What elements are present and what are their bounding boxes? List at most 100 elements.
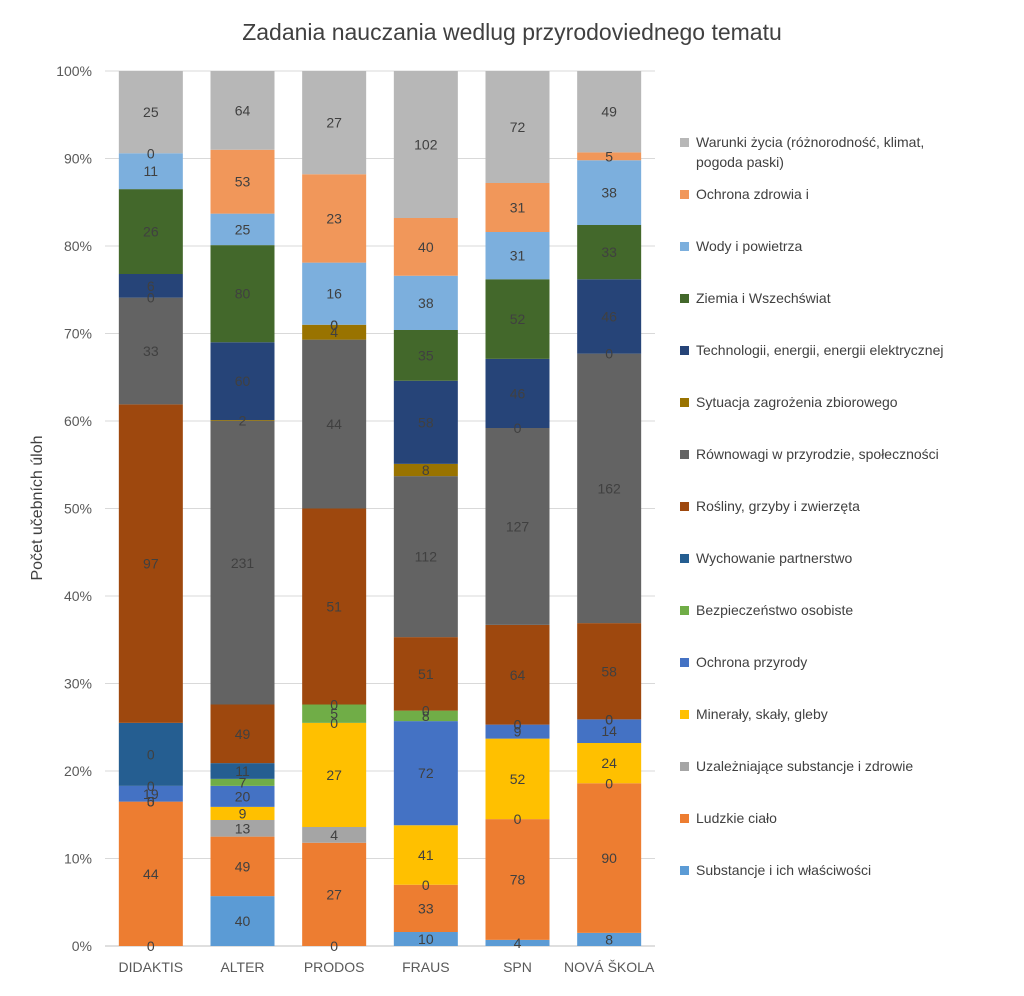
data-label: 23 xyxy=(326,210,342,226)
data-label: 24 xyxy=(601,755,617,771)
legend-label: Ludzkie ciało xyxy=(696,810,777,826)
bar-segment xyxy=(118,297,183,405)
data-label: 11 xyxy=(235,763,250,779)
bar-segment xyxy=(118,801,183,946)
bar-segment xyxy=(118,189,183,274)
bar-segment xyxy=(302,71,367,175)
gridlines xyxy=(105,70,655,947)
bar-segment xyxy=(210,342,275,421)
data-label: 102 xyxy=(414,137,438,153)
data-label: 27 xyxy=(326,767,342,783)
data-label: 44 xyxy=(326,416,342,432)
bar-segment xyxy=(393,476,458,638)
bar-segment xyxy=(302,262,367,325)
data-label: 4 xyxy=(514,935,522,951)
bar-segment xyxy=(118,785,183,802)
bar-segment xyxy=(485,819,550,940)
y-tick-label: 30% xyxy=(64,676,92,692)
bar-segment xyxy=(210,836,275,897)
data-label: 0 xyxy=(147,794,155,810)
data-label: 58 xyxy=(601,663,617,679)
legend-label: Bezpieczeństwo osobiste xyxy=(696,602,853,618)
data-label: 0 xyxy=(330,715,338,731)
y-tick-label: 80% xyxy=(64,238,92,254)
bar-segment xyxy=(577,225,642,280)
data-label: 33 xyxy=(418,900,434,916)
data-label: 27 xyxy=(326,115,342,131)
bar-segment xyxy=(577,152,642,161)
bar-segment xyxy=(118,404,183,723)
data-label: 27 xyxy=(326,886,342,902)
data-labels: 0440519009733062611025404913920711492312… xyxy=(143,102,621,954)
legend-label: Ochrona przyrody xyxy=(696,654,807,670)
chart-title: Zadania nauczania wedlug przyrodoviedneg… xyxy=(242,19,782,45)
data-label: 2 xyxy=(239,413,247,429)
bars xyxy=(118,71,642,946)
y-tick-label: 50% xyxy=(64,501,92,517)
data-label: 46 xyxy=(510,385,526,401)
data-label: 0 xyxy=(605,711,613,727)
bar-segment xyxy=(393,710,458,722)
bar-segment xyxy=(393,380,458,464)
data-label: 0 xyxy=(147,746,155,762)
bar-segment xyxy=(485,724,550,739)
bar-segment xyxy=(302,704,367,723)
data-label: 16 xyxy=(326,286,342,302)
data-label: 0 xyxy=(330,697,338,713)
legend-swatch xyxy=(680,606,689,615)
bar-segment xyxy=(485,71,550,183)
data-label: 53 xyxy=(235,174,251,190)
bar-segment xyxy=(118,274,183,298)
bar-segment xyxy=(393,721,458,826)
legend-label: Ziemia i Wszechświat xyxy=(696,290,831,306)
legend-swatch xyxy=(680,762,689,771)
data-label: 6 xyxy=(147,278,155,294)
bar-segment xyxy=(393,825,458,885)
legend-swatch xyxy=(680,866,689,875)
bar-segment xyxy=(210,806,275,820)
data-label: 0 xyxy=(330,938,338,954)
bar-segment xyxy=(210,704,275,764)
bar-segment xyxy=(577,279,642,354)
data-label: 90 xyxy=(601,850,617,866)
y-tick-label: 40% xyxy=(64,588,92,604)
data-label: 26 xyxy=(143,224,159,240)
data-label: 19 xyxy=(143,786,159,802)
data-label: 0 xyxy=(330,317,338,333)
legend-swatch xyxy=(680,398,689,407)
data-label: 44 xyxy=(143,866,159,882)
data-label: 40 xyxy=(418,239,434,255)
data-label: 97 xyxy=(143,556,159,572)
data-label: 0 xyxy=(605,775,613,791)
bar-segment xyxy=(118,71,183,154)
bar-segment xyxy=(210,778,275,786)
data-label: 0 xyxy=(605,346,613,362)
bar-segment xyxy=(302,842,367,946)
bar-segment xyxy=(393,218,458,276)
bar-segment xyxy=(577,71,642,153)
legend-label: Wody i powietrza xyxy=(696,238,803,254)
y-tick-label: 100% xyxy=(56,63,92,79)
bar-segment xyxy=(210,896,275,946)
legend-swatch xyxy=(680,450,689,459)
legend-label: Minerały, skały, gleby xyxy=(696,706,828,722)
x-tick-label: FRAUS xyxy=(402,959,449,975)
y-tick-label: 90% xyxy=(64,151,92,167)
data-label: 0 xyxy=(147,290,155,306)
legend-swatch xyxy=(680,814,689,823)
bar-segment xyxy=(485,183,550,232)
bar-segment xyxy=(302,508,367,705)
data-label: 25 xyxy=(235,221,251,237)
data-label: 9 xyxy=(239,805,247,821)
legend-label: Technologii, energii, energii elektryczn… xyxy=(696,342,943,358)
data-label: 0 xyxy=(605,711,613,727)
bar-segment xyxy=(485,232,550,280)
bar-segment xyxy=(210,820,275,837)
y-axis-label: Počet učebních úloh xyxy=(29,436,46,581)
data-label: 72 xyxy=(510,119,526,135)
data-label: 0 xyxy=(514,717,522,733)
legend-label: Równowagi w przyrodzie, społeczności xyxy=(696,446,939,462)
x-tick-label: SPN xyxy=(503,959,532,975)
